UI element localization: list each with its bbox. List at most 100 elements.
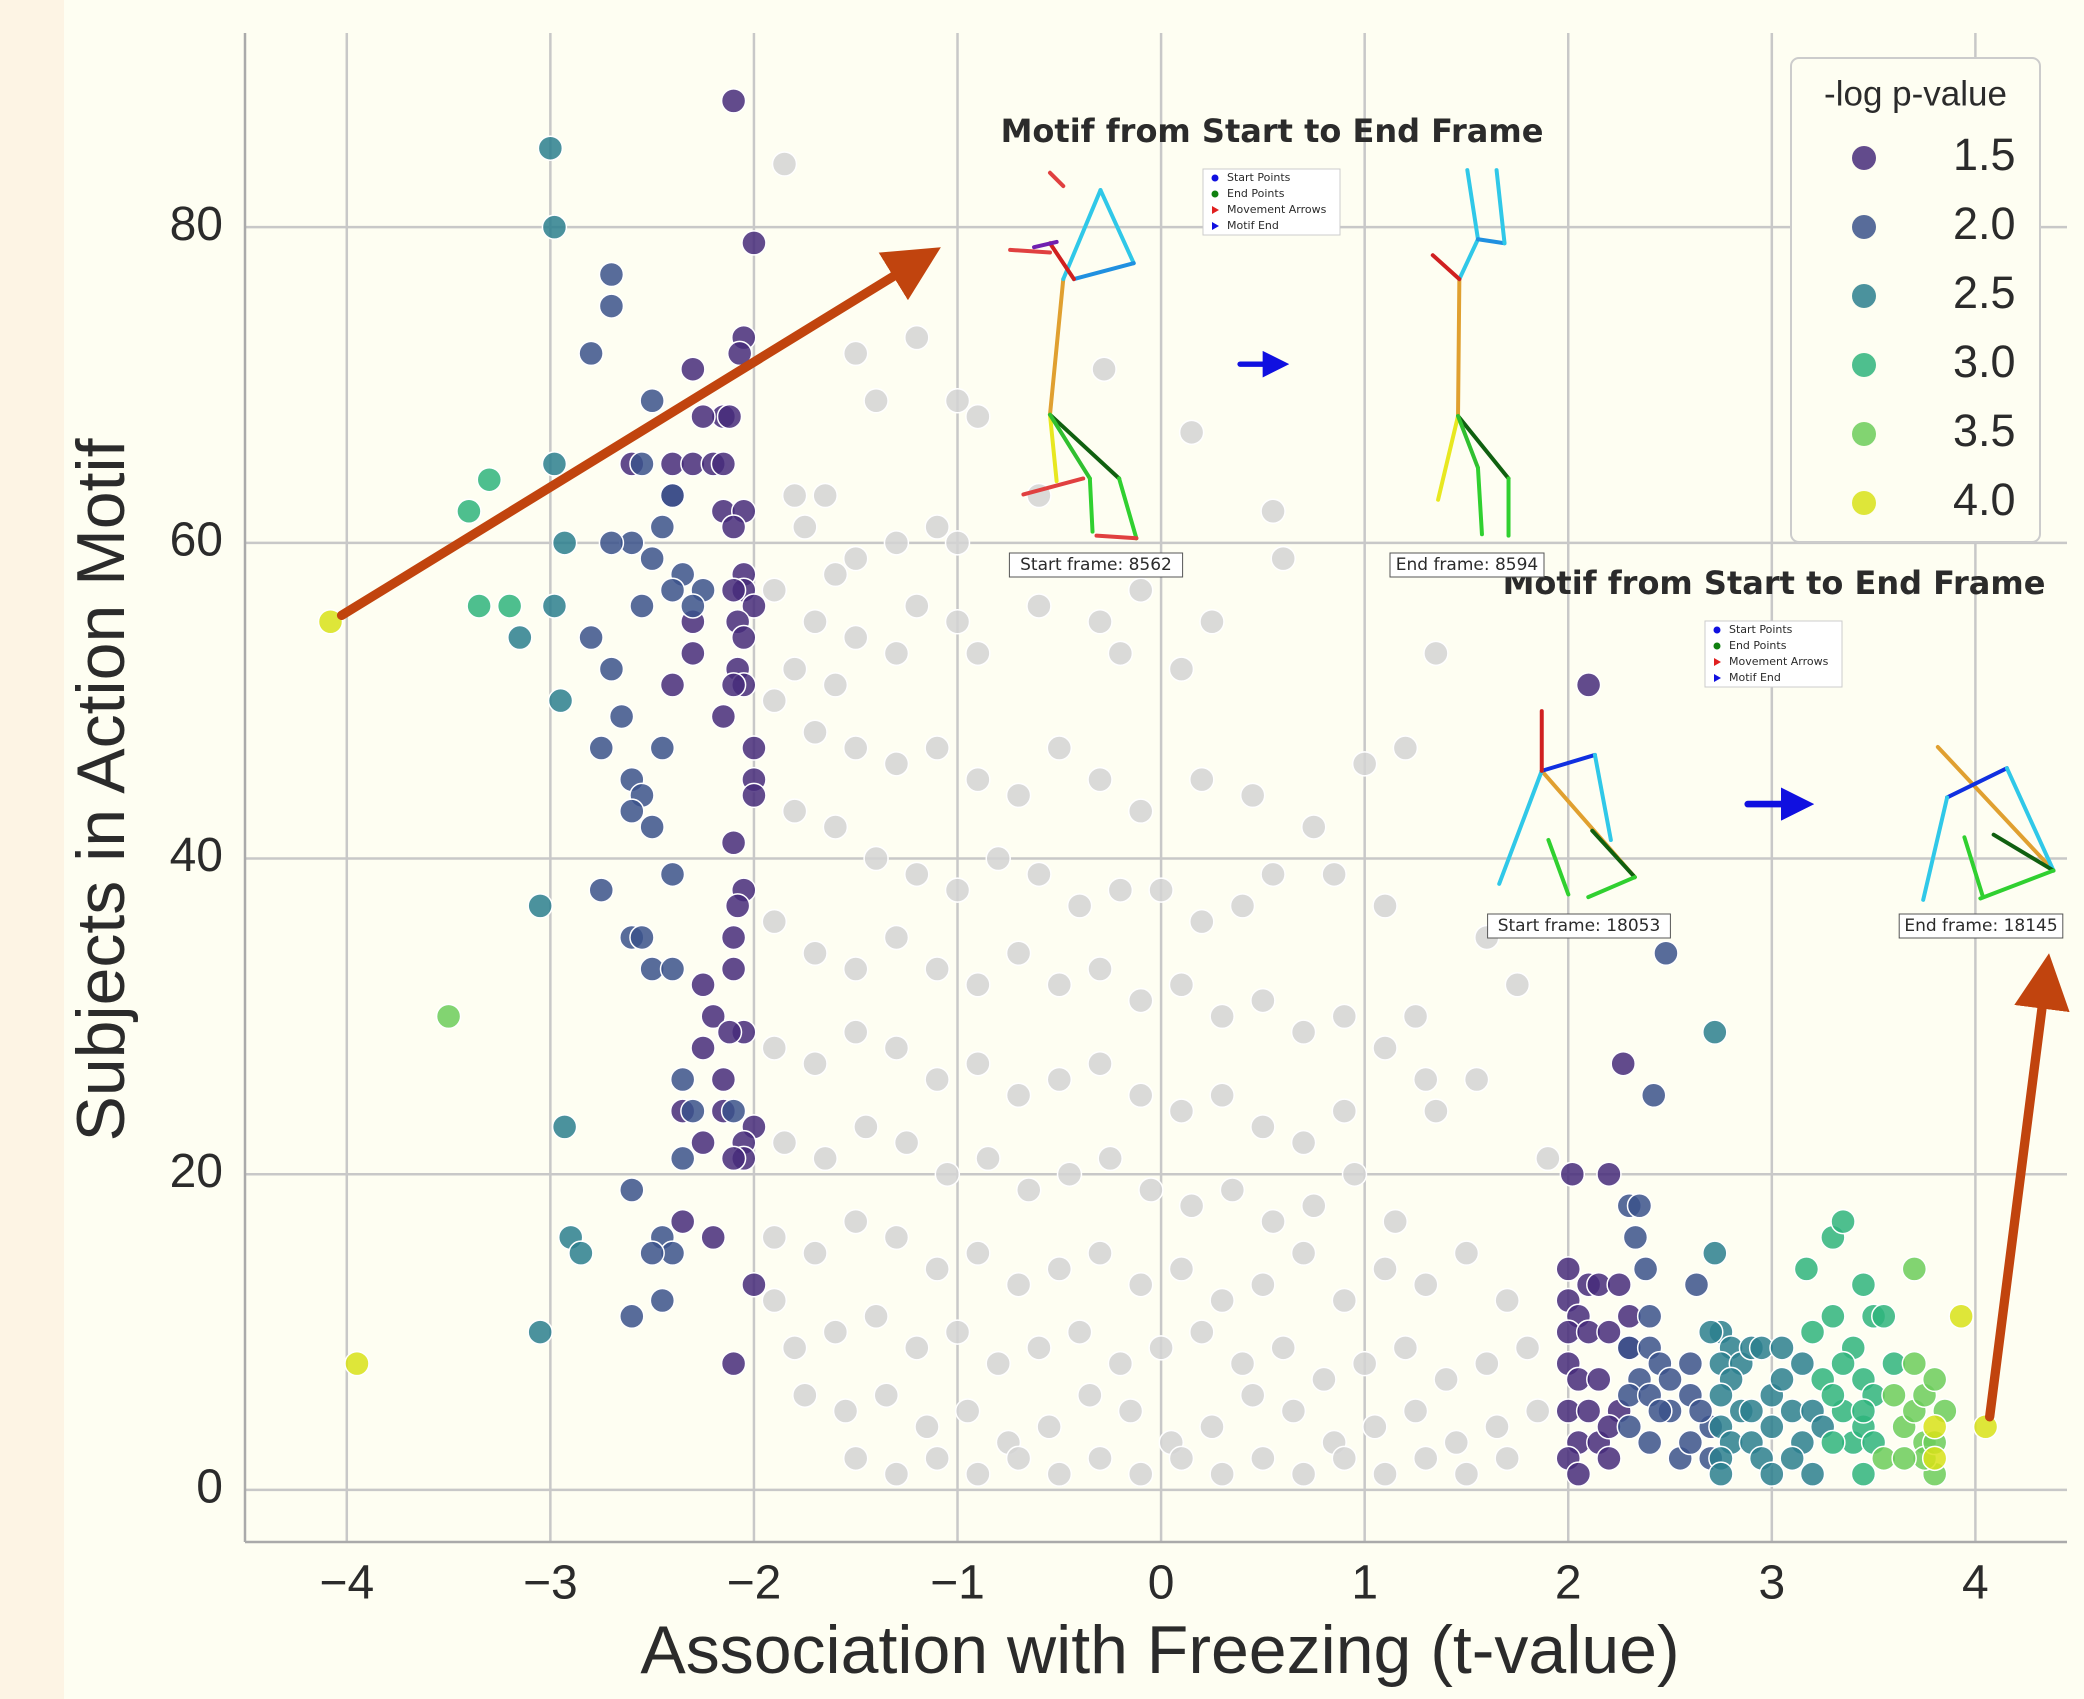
x-tick-label: 3 (1758, 1557, 1785, 1610)
point (1178, 1193, 1205, 1219)
point (598, 530, 625, 556)
point (1524, 1398, 1551, 1424)
point (1321, 861, 1347, 888)
point (435, 1003, 462, 1030)
inset-title: Motif from Start to End Frame (1001, 112, 1544, 150)
point (761, 1287, 788, 1314)
point (924, 514, 950, 540)
point (1412, 1445, 1439, 1472)
point (541, 451, 568, 477)
legend-marker (1852, 491, 1876, 515)
point (1097, 1145, 1123, 1172)
point (822, 814, 849, 840)
bone (1962, 835, 1986, 900)
point (1168, 656, 1195, 682)
point (1229, 893, 1256, 919)
point (924, 1445, 950, 1472)
point (761, 687, 788, 714)
insets-drawing (336, 168, 2070, 1422)
point (1290, 1461, 1317, 1487)
point (1372, 1461, 1398, 1487)
point (639, 545, 665, 572)
point (883, 1224, 910, 1251)
point (1606, 1271, 1632, 1298)
point (720, 1145, 747, 1172)
point (720, 924, 747, 951)
frame-label: End frame: 18145 (1904, 916, 2057, 936)
bone (1047, 412, 1092, 481)
point (1697, 1319, 1724, 1345)
x-tick-label: 0 (1148, 1557, 1175, 1610)
point (822, 1319, 849, 1345)
inset-legend-marker (1211, 190, 1219, 198)
bone (1456, 414, 1480, 470)
point (944, 388, 971, 414)
inset-legend-label: Motif End (1227, 219, 1279, 232)
point (1127, 1461, 1154, 1487)
point (1209, 1003, 1235, 1030)
point (537, 135, 564, 161)
point (619, 1177, 645, 1203)
point (1921, 1414, 1948, 1440)
point (924, 1066, 950, 1093)
point (659, 672, 686, 698)
point (639, 814, 665, 840)
point (741, 735, 767, 761)
point (1636, 1303, 1663, 1330)
point (720, 88, 747, 114)
inset-legend-box (1704, 620, 1843, 688)
point (1351, 1350, 1378, 1377)
point (1026, 1335, 1052, 1361)
point (724, 893, 751, 919)
point (527, 1319, 553, 1345)
point (1077, 1382, 1103, 1408)
point (1494, 1287, 1520, 1314)
point (1881, 1382, 1907, 1408)
inset-legend-label: Start Points (1227, 171, 1291, 184)
legend-title: -log p-value (1824, 74, 2007, 113)
y-tick-label: 0 (196, 1461, 223, 1514)
point (1820, 1382, 1846, 1408)
point (716, 403, 743, 430)
point (690, 1035, 716, 1061)
legend-label: 2.5 (1953, 267, 2016, 318)
bone (2004, 766, 2056, 873)
point (1702, 1240, 1728, 1266)
point (659, 482, 686, 509)
point (832, 1398, 859, 1424)
point (1280, 1398, 1307, 1424)
point (1351, 751, 1378, 777)
point (1708, 1382, 1734, 1408)
point (873, 1382, 900, 1408)
point (720, 1350, 747, 1377)
point (1127, 987, 1154, 1014)
point (924, 735, 950, 761)
point (1677, 1429, 1704, 1456)
point (1921, 1445, 1948, 1472)
point (863, 845, 889, 872)
point (547, 687, 574, 714)
point (761, 908, 788, 935)
point (568, 1240, 594, 1266)
point (541, 593, 568, 619)
bone (1978, 868, 2056, 901)
point (1005, 782, 1032, 809)
point (1799, 1461, 1826, 1487)
point (669, 1145, 696, 1172)
point (965, 403, 991, 430)
point (812, 1145, 838, 1172)
point (1484, 1414, 1510, 1440)
point (965, 640, 991, 667)
point (924, 956, 950, 982)
point (1948, 1303, 1974, 1330)
point (598, 261, 625, 288)
point (1005, 1271, 1032, 1298)
point (842, 1208, 869, 1235)
point (842, 956, 869, 982)
bone (1098, 188, 1136, 266)
point (883, 1461, 910, 1487)
point (1046, 1461, 1073, 1487)
point (944, 1319, 971, 1345)
bone (1087, 476, 1095, 534)
point (1117, 1398, 1144, 1424)
